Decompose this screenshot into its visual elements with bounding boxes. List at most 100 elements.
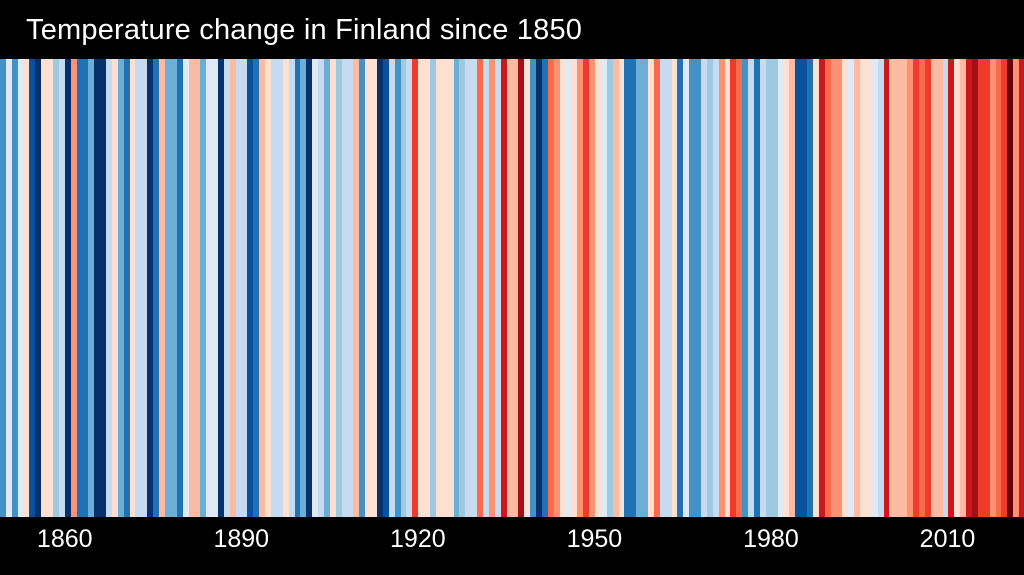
stripe-year-2000 (883, 59, 890, 517)
stripe-year-1874 (141, 59, 148, 517)
stripe-year-1990 (824, 59, 831, 517)
stripe-year-1966 (683, 59, 690, 517)
stripe-year-2013 (960, 59, 967, 517)
stripe-year-2017 (983, 59, 990, 517)
stripe-year-1974 (730, 59, 737, 517)
stripe-year-1913 (371, 59, 377, 517)
stripe-year-2019 (995, 59, 1002, 517)
stripe-year-1975 (736, 59, 743, 517)
stripe-year-1875 (147, 59, 154, 517)
stripe-year-1995 (854, 59, 861, 517)
stripe-year-1897 (276, 59, 283, 517)
stripe-year-1934 (494, 59, 501, 517)
stripe-year-1869 (111, 59, 118, 517)
stripe-year-1924 (435, 59, 442, 517)
stripe-year-1902 (306, 59, 313, 517)
stripe-year-1898 (282, 59, 289, 517)
stripe-year-1916 (388, 59, 395, 517)
stripe-year-1866 (94, 59, 101, 517)
stripe-year-1876 (153, 59, 160, 517)
stripe-year-1993 (842, 59, 849, 517)
stripe-year-1852 (11, 59, 18, 517)
stripe-year-1914 (377, 59, 383, 517)
stripe-year-1967 (689, 59, 696, 517)
stripe-year-2016 (977, 59, 984, 517)
stripe-year-1870 (117, 59, 124, 517)
stripe-year-1931 (477, 59, 484, 517)
stripe-year-2010 (942, 59, 949, 517)
stripe-year-1850 (0, 59, 6, 517)
stripe-year-1918 (400, 59, 407, 517)
stripe-year-1882 (188, 59, 195, 517)
stripe-year-1855 (29, 59, 36, 517)
stripe-year-1930 (471, 59, 478, 517)
stripe-year-1932 (483, 59, 489, 517)
stripe-year-1858 (47, 59, 54, 517)
stripe-year-1941 (536, 59, 542, 517)
stripe-year-1863 (76, 59, 83, 517)
stripe-year-1959 (642, 59, 648, 517)
stripe-year-1884 (200, 59, 207, 517)
stripe-year-1859 (53, 59, 59, 517)
stripe-year-2004 (907, 59, 914, 517)
stripe-year-2002 (895, 59, 902, 517)
stripe-year-1872 (129, 59, 136, 517)
stripe-year-2009 (936, 59, 943, 517)
stripe-year-1899 (288, 59, 295, 517)
stripe-year-1900 (294, 59, 301, 517)
stripe-year-1946 (565, 59, 572, 517)
stripe-year-1890 (235, 59, 242, 517)
stripe-year-1926 (447, 59, 454, 517)
stripe-year-1945 (559, 59, 566, 517)
stripe-year-1952 (600, 59, 607, 517)
stripe-year-1971 (712, 59, 719, 517)
stripe-year-1912 (365, 59, 372, 517)
chart-title: Temperature change in Finland since 1850 (26, 14, 583, 46)
stripe-year-1984 (789, 59, 796, 517)
stripe-year-1860 (58, 59, 65, 517)
stripe-year-2020 (1001, 59, 1008, 517)
stripe-year-2007 (924, 59, 931, 517)
stripes-container (0, 59, 1024, 517)
stripe-year-1999 (877, 59, 884, 517)
stripe-year-1935 (500, 59, 507, 517)
stripe-year-1894 (259, 59, 266, 517)
stripe-year-1910 (353, 59, 360, 517)
stripe-year-1896 (270, 59, 277, 517)
stripe-year-1853 (17, 59, 24, 517)
stripe-year-1972 (718, 59, 725, 517)
stripe-year-1968 (695, 59, 701, 517)
stripe-year-2003 (901, 59, 908, 517)
stripe-year-1991 (830, 59, 837, 517)
stripe-year-1963 (665, 59, 672, 517)
stripe-year-2021 (1007, 59, 1014, 517)
stripe-year-1854 (23, 59, 30, 517)
stripe-year-1955 (618, 59, 625, 517)
stripe-year-1933 (488, 59, 495, 517)
stripe-year-1865 (88, 59, 95, 517)
stripe-year-1996 (860, 59, 866, 517)
stripe-year-1969 (700, 59, 707, 517)
stripe-year-1867 (100, 59, 107, 517)
stripe-year-1976 (742, 59, 749, 517)
stripe-year-1911 (359, 59, 366, 517)
stripe-year-1856 (35, 59, 42, 517)
stripe-year-1997 (865, 59, 872, 517)
stripe-year-2022 (1013, 59, 1020, 517)
stripe-year-1988 (812, 59, 819, 517)
stripe-year-1936 (506, 59, 513, 517)
stripe-year-1957 (630, 59, 637, 517)
stripe-year-1980 (765, 59, 772, 517)
stripe-year-2001 (889, 59, 896, 517)
stripe-year-1964 (671, 59, 678, 517)
stripe-year-1861 (64, 59, 71, 517)
stripe-year-1942 (541, 59, 548, 517)
axis-label-1860: 1860 (36, 525, 93, 553)
stripe-year-1905 (323, 59, 330, 517)
stripe-year-1940 (530, 59, 537, 517)
stripe-year-1891 (241, 59, 248, 517)
stripe-year-1979 (759, 59, 766, 517)
stripe-year-2006 (918, 59, 925, 517)
axis-label-2010: 2010 (919, 525, 976, 553)
